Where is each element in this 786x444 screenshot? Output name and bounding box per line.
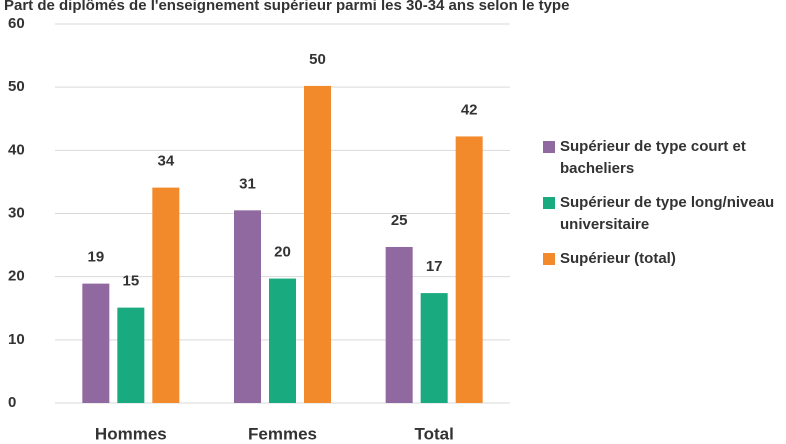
x-tick-label: Femmes [248,424,317,443]
x-tick-label: Hommes [95,424,167,443]
legend-item: Supérieur de type court et bacheliers [543,136,786,180]
legend-swatch [543,253,555,265]
data-label: 17 [426,258,443,275]
legend-label: Supérieur de type long/niveau universita… [560,194,775,233]
y-tick-label: 0 [8,394,16,411]
bar [82,283,110,403]
bar [420,293,448,403]
y-tick-label: 50 [8,78,25,95]
data-label: 20 [274,244,291,261]
data-label: 25 [391,212,408,229]
y-tick-label: 20 [8,268,25,285]
y-tick-label: 30 [8,204,25,221]
bar [304,85,331,404]
bar [234,210,261,403]
legend-item: Supérieur (total) [543,248,786,270]
data-label: 19 [87,249,104,266]
data-label: 15 [122,273,139,290]
bar [117,307,145,403]
bar [152,187,180,403]
bar [385,246,413,403]
y-tick-label: 40 [8,141,25,158]
data-label: 50 [309,51,326,68]
data-label: 34 [157,153,174,170]
legend: Supérieur de type court et bacheliers Sup… [543,136,786,282]
legend-swatch [543,141,555,153]
legend-item: Supérieur de type long/niveau universita… [543,192,786,236]
chart-title: Part de diplômés de l'enseignement supér… [4,0,569,14]
x-tick-label: Total [414,424,453,443]
legend-label: Supérieur (total) [560,250,676,267]
y-tick-label: 10 [8,331,25,348]
bar [455,136,483,404]
data-label: 42 [461,101,478,118]
bar [269,278,296,403]
legend-label: Supérieur de type court et bacheliers [560,138,746,177]
data-label: 31 [239,175,256,192]
y-tick-label: 60 [8,15,25,32]
legend-swatch [543,197,555,209]
